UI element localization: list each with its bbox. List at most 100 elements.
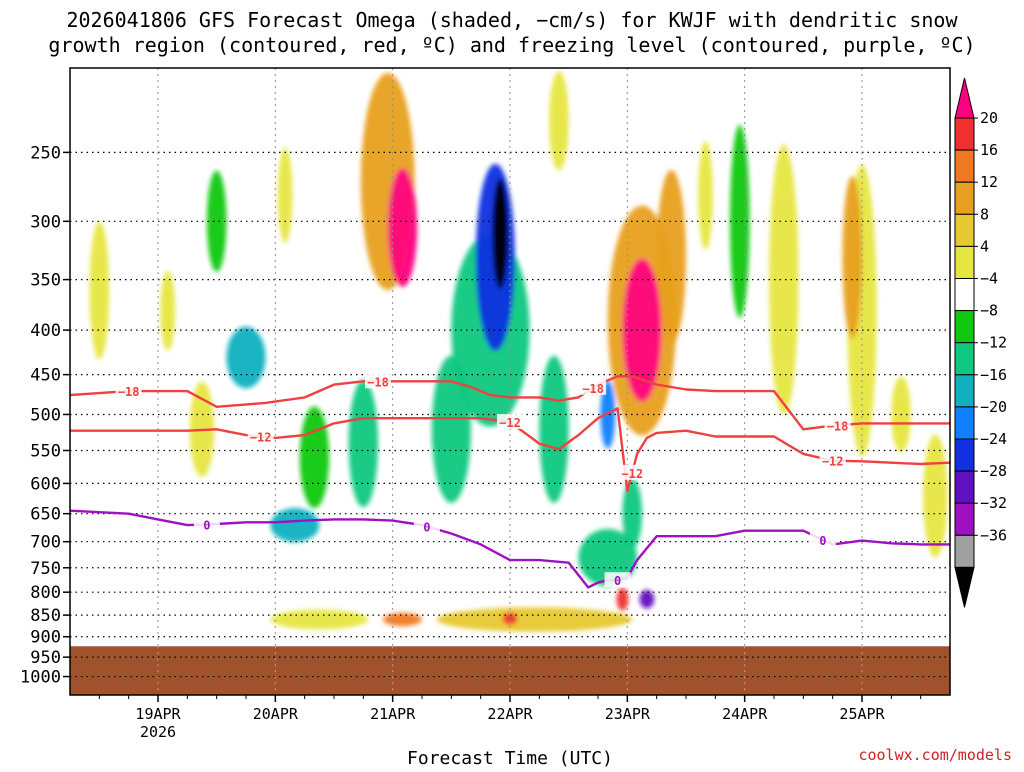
colorbar-label-11: −28 <box>980 462 1007 480</box>
y-axis: 2503003504004505005506006507007508008509… <box>20 143 70 688</box>
plot-area: −18 −18 −18 −18 −12 −12 −12 −12 0 0 0 0 <box>70 68 950 695</box>
colorbar-band-8 <box>954 342 975 376</box>
omega-feature-5 <box>698 140 713 250</box>
colorbar-band-12 <box>954 470 975 504</box>
omega-feature-17 <box>539 355 569 503</box>
isotherm-1 <box>70 407 950 493</box>
x-tick-label-21APR: 21APR <box>370 705 416 723</box>
x-axis-label: Forecast Time (UTC) <box>407 748 613 768</box>
isotherm-label-1-2: −12 <box>621 467 643 481</box>
omega-feature-12 <box>436 607 633 632</box>
isotherm-label-2-0: 0 <box>203 518 210 532</box>
x-tick-label-20APR: 20APR <box>253 705 299 723</box>
chart-title-line2: growth region (contoured, red, ºC) and f… <box>48 33 975 57</box>
x-tick-label-24APR: 24APR <box>722 705 768 723</box>
omega-feature-0 <box>769 144 799 415</box>
omega-feature-18 <box>842 175 862 339</box>
omega-feature-11 <box>299 406 330 509</box>
x-tick-label-22APR: 22APR <box>487 705 533 723</box>
omega-feature-30 <box>616 587 629 611</box>
isotherm-label-bg-1-2 <box>619 464 646 480</box>
colorbar-label-6: −8 <box>980 302 998 320</box>
colorbar: 20 16 12 8 4 −4 −8 −12 −16 −20 −24 −28 −32 −36 <box>954 77 1007 608</box>
isotherm-label-2-3: 0 <box>819 534 826 548</box>
colorbar-band-7 <box>954 310 975 344</box>
y-tick-label-650: 650 <box>30 505 61 525</box>
isotherm-label-bg-2-1 <box>413 518 440 534</box>
colorbar-band-1 <box>954 117 975 151</box>
omega-feature-4 <box>89 221 110 360</box>
omega-feature-10 <box>549 71 569 171</box>
isotherm-label-bg-1-1 <box>497 413 523 429</box>
y-tick-label-800: 800 <box>30 583 61 603</box>
omega-feature-13 <box>206 170 227 273</box>
colorbar-band-9 <box>954 374 975 408</box>
omega-feature-35 <box>492 178 509 289</box>
isotherm-label-bg-1-0 <box>247 428 274 444</box>
colorbar-band-3 <box>954 181 975 215</box>
omega-feature-34 <box>639 589 655 609</box>
y-tick-label-600: 600 <box>30 474 61 494</box>
y-tick-label-900: 900 <box>30 628 61 648</box>
omega-feature-8 <box>277 147 293 243</box>
isotherm-2 <box>70 509 950 589</box>
x-tick-label-19APR: 19APR <box>135 705 181 723</box>
colorbar-band-4 <box>954 213 975 247</box>
isotherm-label-2-2: 0 <box>614 574 621 588</box>
isotherm-label-bg-0-0 <box>115 383 142 399</box>
isotherm-label-bg-2-2 <box>604 572 631 588</box>
omega-feature-29 <box>502 612 518 625</box>
y-tick-label-250: 250 <box>30 143 61 163</box>
x-tick-label-23APR: 23APR <box>605 705 651 723</box>
isotherm-label-bg-2-3 <box>809 531 836 547</box>
y-tick-label-350: 350 <box>30 271 61 291</box>
colorbar-band-13 <box>954 502 975 536</box>
colorbar-label-9: −20 <box>980 398 1007 416</box>
omega-feature-27 <box>382 612 423 627</box>
omega-feature-31 <box>387 168 418 287</box>
credit-text: coolwx.com/models <box>858 746 1012 764</box>
omega-feature-2 <box>160 270 176 351</box>
colorbar-label-0: 20 <box>980 109 998 127</box>
isotherm-label-1-3: −12 <box>822 455 844 469</box>
y-tick-label-500: 500 <box>30 405 61 425</box>
omega-feature-16 <box>348 379 379 508</box>
omega-feature-26 <box>270 508 320 543</box>
omega-feature-20 <box>578 529 638 587</box>
colorbar-arrow-bottom <box>954 566 975 608</box>
y-tick-label-750: 750 <box>30 559 61 579</box>
isotherm-label-bg-0-1 <box>365 373 391 389</box>
isotherm-label-0-0: −18 <box>118 385 140 399</box>
colorbar-band-6 <box>954 278 975 312</box>
colorbar-arrow-top <box>954 77 975 119</box>
colorbar-band-10 <box>954 406 975 440</box>
x-tick-sublabel-19APR: 2026 <box>140 723 176 741</box>
contours: −18 −18 −18 −18 −12 −12 −12 −12 0 0 0 0 <box>70 373 950 589</box>
y-tick-label-1000: 1000 <box>20 668 61 688</box>
isotherm-0 <box>70 375 950 431</box>
omega-feature-14 <box>730 124 750 318</box>
y-tick-label-700: 700 <box>30 533 61 553</box>
colorbar-label-10: −24 <box>980 430 1007 448</box>
ground-grid <box>70 646 950 695</box>
colorbar-label-2: 12 <box>980 173 998 191</box>
isotherm-label-1-0: −12 <box>250 430 272 444</box>
x-tick-label-25APR: 25APR <box>839 705 885 723</box>
isotherm-label-bg-1-3 <box>819 452 846 468</box>
colorbar-label-12: −32 <box>980 494 1007 512</box>
isotherm-label-2-1: 0 <box>423 521 430 535</box>
colorbar-label-7: −12 <box>980 334 1007 352</box>
omega-shading <box>89 71 948 632</box>
chart-title-line1: 2026041806 GFS Forecast Omega (shaded, −… <box>66 8 958 32</box>
isotherm-label-0-3: −18 <box>827 419 849 433</box>
isotherm-label-bg-0-3 <box>824 417 851 433</box>
colorbar-label-8: −16 <box>980 366 1007 384</box>
y-tick-label-550: 550 <box>30 442 61 462</box>
omega-feature-6 <box>270 609 369 630</box>
isotherm-label-bg-2-0 <box>193 516 220 532</box>
isotherm-label-bg-0-2 <box>580 379 607 395</box>
colorbar-band-2 <box>954 149 975 183</box>
colorbar-label-4: 4 <box>980 237 989 255</box>
